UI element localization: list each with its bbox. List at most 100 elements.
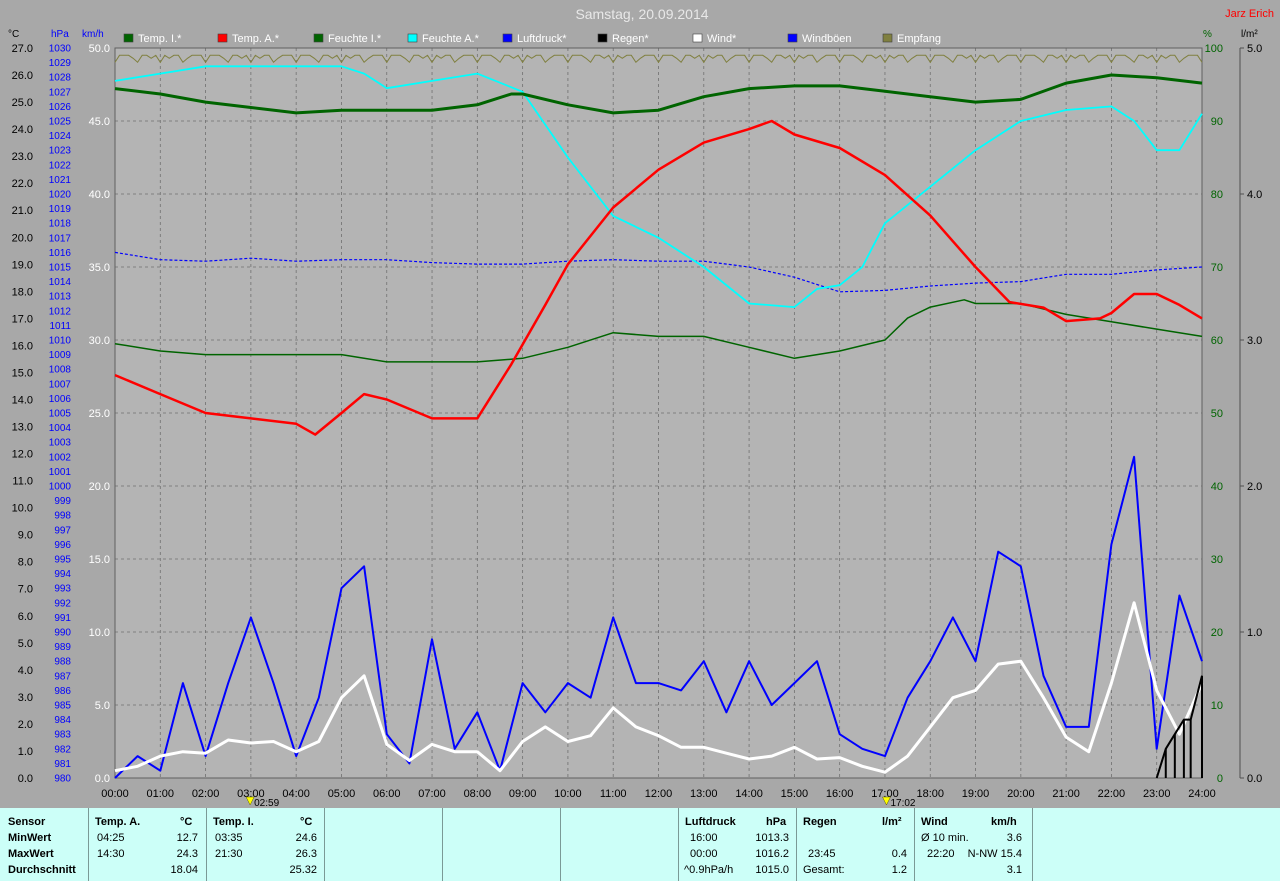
row-label-average: Durchschnitt [8, 864, 76, 876]
pressure-tick-label: 998 [54, 511, 71, 522]
x-tick-label: 07:00 [418, 788, 446, 800]
temp-i-average: 25.32 [289, 864, 317, 876]
wind-max-time: 22:20 [927, 848, 955, 860]
temp-tick-label: 23.0 [12, 151, 33, 163]
temp-tick-label: 7.0 [18, 584, 33, 596]
pressure-tick-label: 1011 [49, 321, 71, 332]
pressure-tick-label: 980 [54, 774, 71, 785]
x-tick-label: 09:00 [509, 788, 537, 800]
humidity-tick-label: 100 [1205, 43, 1223, 55]
pressure-tick-label: 996 [54, 540, 71, 551]
pressure-tick-label: 984 [54, 715, 71, 726]
rain-tick-label: 5.0 [1247, 43, 1262, 55]
pressure-tick-label: 987 [54, 671, 71, 682]
pressure-unit-label: hPa [51, 29, 69, 40]
temp-tick-label: 27.0 [12, 43, 33, 55]
pressure-tick-label: 1016 [49, 248, 72, 259]
temp-tick-label: 8.0 [18, 557, 33, 569]
temp-tick-label: 1.0 [18, 746, 33, 758]
temp-tick-label: 9.0 [18, 530, 33, 542]
pressure-tick-label: 1027 [49, 87, 72, 98]
pressure-trend-value: 1015.0 [755, 864, 789, 876]
temp-i-max-time: 21:30 [215, 848, 243, 860]
legend-swatch [313, 33, 324, 43]
rain-tick-label: 3.0 [1247, 335, 1262, 347]
x-tick-label: 16:00 [826, 788, 854, 800]
temp-i-min-time: 03:35 [215, 832, 243, 844]
humidity-tick-label: 50 [1211, 408, 1223, 420]
wind-header: Wind [921, 816, 948, 828]
pressure-tick-label: 981 [54, 759, 71, 770]
wind-tick-label: 45.0 [89, 116, 110, 128]
legend-swatch [123, 33, 134, 43]
series-empfang [114, 54, 1203, 64]
humidity-tick-label: 20 [1211, 627, 1223, 639]
x-tick-label: 05:00 [328, 788, 356, 800]
humidity-tick-label: 40 [1211, 481, 1223, 493]
pressure-tick-label: 1013 [49, 292, 72, 303]
x-tick-label: 20:00 [1007, 788, 1035, 800]
pressure-tick-label: 1018 [49, 219, 72, 230]
x-tick-label: 21:00 [1052, 788, 1080, 800]
grid [114, 47, 1203, 779]
pressure-tick-label: 993 [54, 584, 71, 595]
x-tick-label: 04:00 [282, 788, 310, 800]
rain-unit-label: l/m² [1241, 29, 1258, 40]
pressure-tick-label: 1003 [49, 438, 72, 449]
axis-unit-labels: °C hPa km/h % l/m² [8, 29, 1258, 40]
series-feuchte-a [114, 65, 1203, 308]
pressure-tick-label: 995 [54, 555, 71, 566]
temp-tick-label: 19.0 [12, 259, 33, 271]
legend-label: Windböen [802, 33, 852, 45]
temp-tick-label: 3.0 [18, 692, 33, 704]
sunrise-label: 02:59 [254, 798, 279, 808]
rain-max-value: 0.4 [891, 848, 907, 860]
pressure-tick-label: 986 [54, 686, 71, 697]
pressure-tick-label: 982 [54, 744, 71, 755]
pressure-tick-label: 1006 [49, 394, 72, 405]
x-tick-label: 06:00 [373, 788, 401, 800]
x-tick-label: 00:00 [101, 788, 129, 800]
wind-tick-label: 30.0 [89, 335, 110, 347]
legend-label: Temp. I.* [138, 33, 182, 45]
plot-border [114, 47, 1203, 779]
rain-tick-label: 0.0 [1247, 773, 1262, 785]
temp-a-max-time: 14:30 [97, 848, 125, 860]
x-tick-label: 11:00 [600, 788, 627, 800]
temp-a-header: Temp. A. [95, 816, 141, 828]
row-label-sensor: Sensor [8, 816, 46, 828]
legend-label: Empfang [897, 33, 941, 45]
wind-tick-label: 0.0 [95, 773, 110, 785]
pressure-tick-label: 1005 [49, 409, 72, 420]
temp-tick-label: 21.0 [12, 205, 33, 217]
rain-max-time: 23:45 [808, 848, 836, 860]
pressure-max-time: 00:00 [690, 848, 718, 860]
pressure-tick-label: 1025 [49, 117, 72, 128]
pressure-min-value: 1013.3 [755, 832, 789, 844]
wind-avg10-value: 3.6 [1006, 832, 1022, 844]
legend-swatch [407, 33, 418, 43]
wind-unit: km/h [991, 816, 1017, 828]
pressure-trend-label: ^0.9hPa/h [684, 864, 734, 876]
rain-header: Regen [803, 816, 837, 828]
wind-tick-label: 5.0 [95, 700, 110, 712]
pressure-tick-label: 1019 [49, 204, 72, 215]
x-tick-label: 17:00 [871, 788, 899, 800]
column-separator [1032, 808, 1033, 881]
humidity-tick-label: 80 [1211, 189, 1223, 201]
rain-tick-label: 4.0 [1247, 189, 1262, 201]
temp-tick-label: 14.0 [12, 394, 33, 406]
wind-tick-label: 40.0 [89, 189, 110, 201]
temp-a-unit: °C [180, 816, 193, 828]
humidity-tick-label: 10 [1211, 700, 1223, 712]
x-axis: 00:00 01:00 02:00 03:00 04:00 05:00 06:00 07:00… [101, 788, 1216, 800]
legend-swatch [882, 33, 893, 43]
pressure-tick-label: 1029 [49, 58, 72, 69]
temp-a-average: 18.04 [170, 864, 198, 876]
column-separator [796, 808, 797, 881]
pressure-tick-label: 1010 [49, 336, 72, 347]
temp-tick-label: 4.0 [18, 665, 33, 677]
pressure-tick-label: 1002 [49, 452, 72, 463]
humidity-tick-label: 30 [1211, 554, 1223, 566]
pressure-tick-label: 1023 [49, 146, 72, 157]
